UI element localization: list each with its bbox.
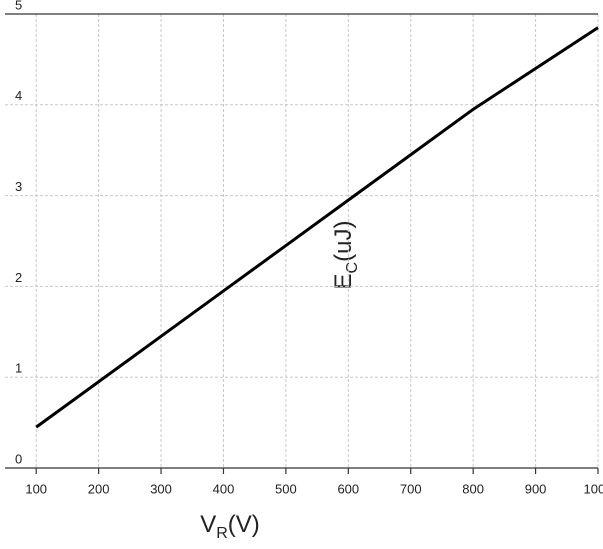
- x-tick-label: 700: [400, 481, 422, 496]
- x-tick-label: 100: [25, 481, 47, 496]
- y-tick-label: 1: [15, 361, 22, 376]
- data-line: [35, 26, 599, 429]
- x-label-main: V: [200, 511, 216, 538]
- y-tick-label: 4: [15, 88, 22, 103]
- y-tick-label: 2: [15, 270, 22, 285]
- x-axis-label: VR(V): [200, 511, 260, 542]
- y-tick-label: 0: [15, 451, 22, 466]
- x-tick-label: 400: [213, 481, 235, 496]
- y-label-main: E: [330, 273, 357, 289]
- x-label-sub: R: [216, 525, 228, 542]
- x-tick-label: 900: [525, 481, 547, 496]
- x-tick-label: 300: [150, 481, 172, 496]
- y-label-unit: (uJ): [330, 221, 357, 262]
- y-tick-label: 5: [15, 0, 22, 12]
- x-label-unit: (V): [228, 511, 260, 538]
- y-label-sub: C: [344, 262, 361, 274]
- x-tick-label: 1000: [584, 481, 603, 496]
- y-tick-label: 3: [15, 179, 22, 194]
- x-tick-label: 800: [462, 481, 484, 496]
- x-tick-label: 200: [88, 481, 110, 496]
- x-tick-label: 600: [337, 481, 359, 496]
- x-tick-label: 500: [275, 481, 297, 496]
- y-axis-label: EC(uJ): [330, 221, 361, 290]
